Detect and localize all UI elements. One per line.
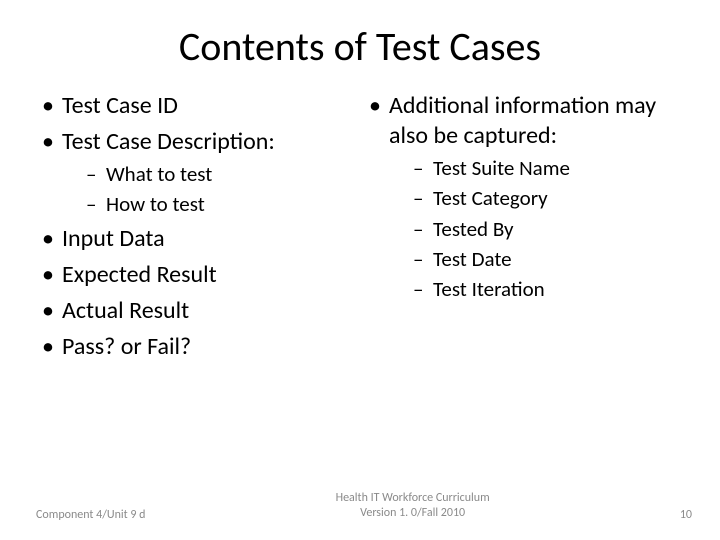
list-item-text: Actual Result (62, 296, 189, 325)
list-subitem: Test Suite Name (413, 155, 686, 181)
slide: Contents of Test Cases Test Case ID Test… (0, 0, 720, 540)
footer-page-number: 10 (680, 508, 692, 522)
list-item-text: Expected Result (62, 260, 217, 289)
slide-footer: Component 4/Unit 9 d Health IT Workforce… (0, 491, 720, 522)
list-item: Pass? or Fail? (40, 332, 359, 362)
list-item: Additional information may also be captu… (367, 91, 686, 302)
list-subitem: Tested By (413, 216, 686, 242)
list-item-text: Test Case ID (62, 91, 178, 120)
list-item: Actual Result (40, 296, 359, 326)
list-subitem-text: Tested By (433, 216, 514, 242)
list-subitem: Test Iteration (413, 276, 686, 302)
left-sublist: What to test How to test (62, 161, 359, 218)
list-item: Input Data (40, 224, 359, 254)
footer-center-line2: Version 1. 0/Fall 2010 (145, 506, 679, 522)
right-sublist: Test Suite Name Test Category Tested By … (389, 155, 686, 302)
list-item-text: Test Case Description: (62, 127, 275, 156)
list-subitem-text: Test Date (433, 246, 512, 272)
list-subitem-text: How to test (106, 191, 205, 217)
list-item-text: Input Data (62, 224, 165, 253)
left-column: Test Case ID Test Case Description: What… (40, 81, 359, 368)
list-item-text: Additional information may also be captu… (389, 91, 656, 150)
footer-center: Health IT Workforce Curriculum Version 1… (145, 491, 679, 522)
slide-body: Test Case ID Test Case Description: What… (0, 81, 720, 368)
list-item: Expected Result (40, 260, 359, 290)
list-subitem-text: What to test (106, 161, 212, 187)
list-subitem: How to test (86, 191, 359, 217)
right-column: Additional information may also be captu… (359, 81, 686, 368)
list-subitem-text: Test Suite Name (433, 155, 570, 181)
list-item: Test Case Description: What to test How … (40, 127, 359, 218)
left-list: Test Case ID Test Case Description: What… (40, 91, 359, 362)
list-subitem-text: Test Iteration (433, 276, 545, 302)
right-list: Additional information may also be captu… (367, 91, 686, 302)
list-item-text: Pass? or Fail? (62, 332, 191, 361)
list-subitem: Test Category (413, 185, 686, 211)
footer-center-line1: Health IT Workforce Curriculum (145, 491, 679, 507)
list-subitem: Test Date (413, 246, 686, 272)
list-subitem-text: Test Category (433, 185, 548, 211)
footer-left: Component 4/Unit 9 d (36, 508, 145, 522)
slide-title: Contents of Test Cases (0, 0, 720, 81)
list-subitem: What to test (86, 161, 359, 187)
list-item: Test Case ID (40, 91, 359, 121)
